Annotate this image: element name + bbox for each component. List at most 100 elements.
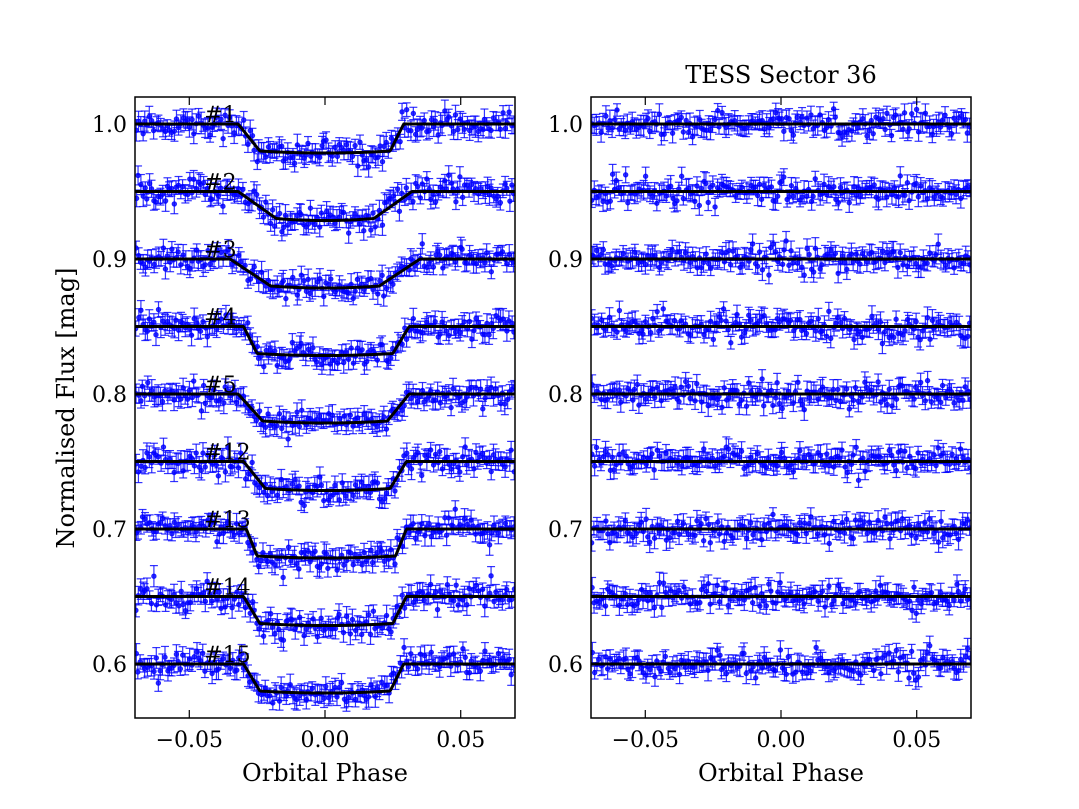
data-point (280, 415, 287, 421)
data-point (317, 154, 323, 161)
data-point (345, 356, 352, 363)
data-point (488, 530, 495, 536)
data-point (383, 286, 390, 292)
data-point (249, 459, 255, 466)
data-point (500, 110, 506, 116)
data-point (461, 126, 468, 133)
data-point (261, 363, 267, 370)
data-point (264, 558, 271, 565)
data-point (363, 558, 369, 565)
data-point (486, 542, 493, 548)
data-point (189, 116, 195, 123)
model-curve (135, 190, 515, 223)
data-point (144, 586, 150, 592)
data-point (471, 327, 477, 334)
data-point (410, 110, 417, 117)
data-point (511, 384, 515, 390)
data-point (334, 153, 341, 160)
data-point (296, 566, 302, 572)
data-point (314, 359, 320, 365)
data-point (359, 562, 365, 568)
panel-1: #1#2#3#4#5#12#13#14#150.60.70.80.91.0−0.… (92, 96, 516, 787)
data-point (403, 185, 410, 191)
data-point (283, 295, 289, 302)
data-point (280, 278, 286, 284)
data-point (249, 132, 256, 139)
data-point (397, 138, 403, 145)
data-point (370, 210, 376, 216)
data-point (341, 562, 347, 568)
data-point (280, 574, 286, 581)
data-point (222, 469, 229, 475)
data-point (379, 222, 386, 228)
data-point (497, 126, 503, 132)
data-point (426, 128, 432, 134)
data-point (312, 548, 318, 555)
data-point (341, 359, 347, 366)
data-point (285, 222, 291, 228)
data-point (361, 228, 367, 234)
data-point (392, 488, 398, 494)
data-point (254, 191, 260, 198)
data-point (336, 497, 342, 503)
data-point (437, 448, 443, 455)
data-point (425, 452, 432, 458)
data-point (274, 423, 280, 429)
data-points (135, 373, 515, 448)
data-point (260, 549, 266, 556)
series-n5 (135, 373, 515, 448)
data-point (197, 328, 204, 334)
series-n4 (135, 299, 515, 376)
data-point (285, 436, 291, 442)
data-point (200, 450, 206, 456)
data-point (191, 316, 197, 322)
data-point (332, 482, 338, 488)
series-n14 (135, 565, 515, 652)
data-point (290, 274, 296, 281)
data-point (151, 573, 157, 579)
data-point (175, 249, 181, 255)
data-point (215, 473, 222, 479)
data-point (289, 481, 296, 487)
data-point (486, 455, 493, 461)
data-point (383, 426, 390, 432)
data-point (178, 588, 184, 595)
data-point (220, 135, 226, 142)
data-point (212, 452, 218, 458)
data-point (448, 466, 455, 472)
data-point (256, 408, 263, 414)
series-n1 (135, 99, 515, 178)
data-point (432, 451, 439, 458)
data-point (488, 269, 495, 275)
series-n3 (135, 233, 515, 307)
data-point (347, 412, 353, 418)
data-point (138, 398, 144, 404)
data-point (439, 466, 446, 472)
data-point (412, 535, 419, 541)
data-point (179, 320, 186, 326)
data-point (148, 600, 155, 607)
data-point (368, 547, 374, 553)
data-point (262, 424, 269, 430)
data-point (453, 199, 459, 205)
data-point (432, 318, 438, 325)
data-point (504, 185, 510, 192)
data-point (251, 147, 257, 154)
data-point (426, 521, 432, 527)
data-point (328, 276, 334, 282)
data-point (296, 483, 302, 489)
data-point (387, 196, 394, 202)
data-point (202, 598, 209, 604)
data-point (419, 472, 425, 479)
data-point (462, 444, 468, 450)
data-point (162, 266, 169, 272)
data-point (343, 349, 349, 355)
data-point (394, 186, 401, 192)
data-point (448, 404, 454, 411)
data-point (245, 320, 251, 326)
series-n12 (135, 436, 515, 514)
data-point (374, 357, 381, 363)
data-point (399, 109, 405, 115)
data-point (145, 379, 151, 386)
data-point (352, 288, 358, 294)
